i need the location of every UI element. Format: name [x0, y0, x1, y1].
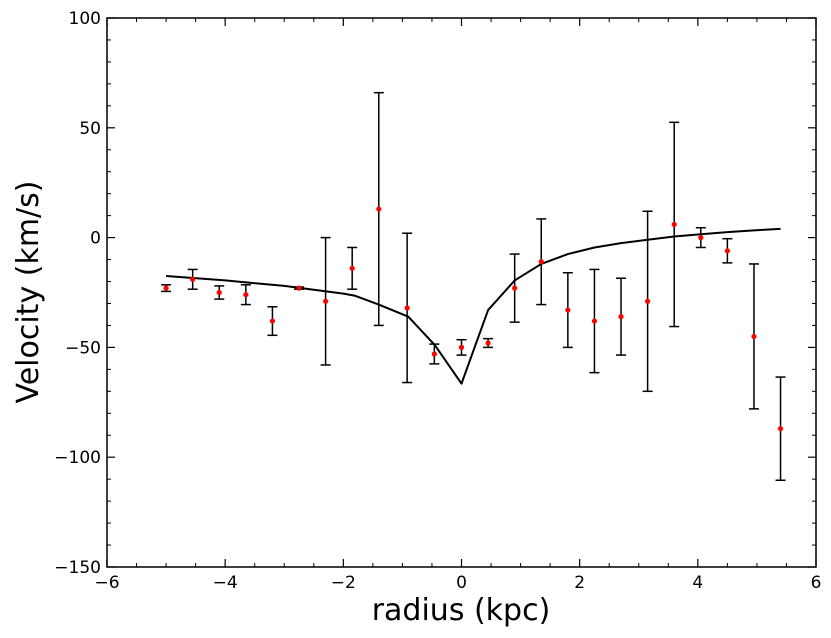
- axis-ticks: [106, 17, 817, 568]
- data-points: [163, 206, 784, 432]
- data-point: [404, 305, 410, 311]
- x-tick-label: −2: [331, 573, 356, 593]
- data-point: [751, 333, 757, 340]
- data-point: [458, 344, 465, 350]
- data-point: [698, 235, 704, 241]
- plot-frame: [106, 17, 817, 568]
- data-point: [485, 340, 491, 346]
- axis-tick-labels: −6 −4 −2 0 2 4 6 −150 −100 −50 0 50 100: [54, 9, 821, 593]
- data-point: [163, 285, 169, 291]
- data-point: [431, 351, 437, 357]
- data-point: [777, 426, 784, 432]
- data-point: [671, 221, 677, 228]
- data-point: [591, 318, 598, 324]
- x-tick-label: 6: [811, 573, 822, 593]
- errorbars: [161, 91, 786, 482]
- x-tick-label: 2: [574, 573, 585, 593]
- data-point: [618, 314, 624, 320]
- y-tick-label: 100: [69, 9, 101, 29]
- data-point: [512, 285, 518, 291]
- y-tick-label: −100: [54, 448, 101, 468]
- data-point: [349, 265, 355, 271]
- data-point: [376, 206, 382, 212]
- x-tick-label: 0: [456, 573, 467, 593]
- model-curve: [166, 227, 781, 385]
- y-tick-label: 50: [79, 119, 101, 139]
- data-point: [323, 298, 329, 304]
- data-point: [243, 292, 249, 298]
- data-point: [724, 248, 730, 254]
- data-point: [269, 318, 276, 324]
- data-point: [565, 307, 571, 313]
- y-tick-label: −150: [54, 558, 101, 578]
- y-tick-label: 0: [90, 229, 101, 249]
- data-point: [216, 289, 222, 296]
- model-line: [166, 227, 781, 385]
- data-point: [190, 276, 196, 282]
- data-point: [296, 285, 302, 291]
- x-tick-label: 4: [692, 573, 703, 593]
- x-tick-label: −4: [213, 573, 238, 593]
- data-point: [538, 259, 544, 265]
- y-axis-title: Velocity (km/s): [11, 181, 46, 404]
- x-tick-label: −6: [94, 573, 119, 593]
- y-tick-label: −50: [65, 338, 101, 358]
- x-axis-title: radius (kpc): [372, 593, 551, 628]
- data-point: [645, 298, 651, 304]
